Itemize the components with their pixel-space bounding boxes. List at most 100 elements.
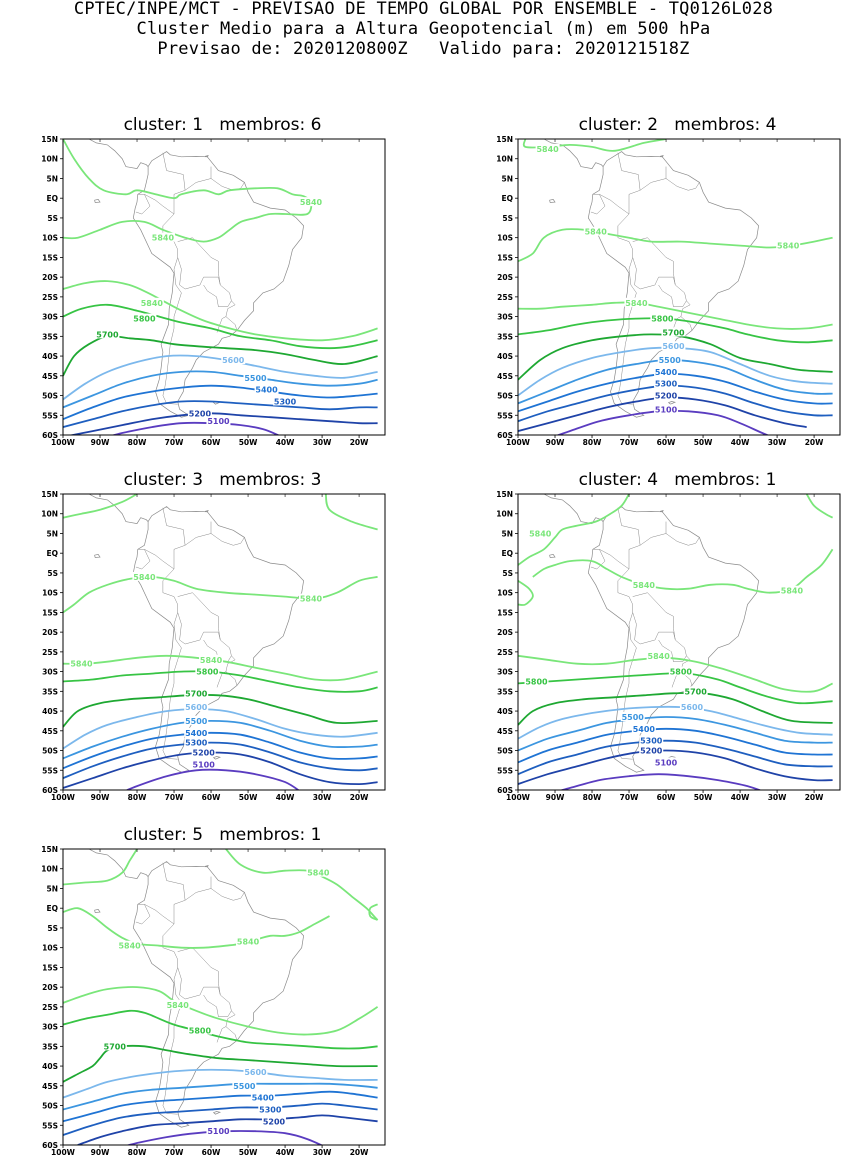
lat-tick-label: 10N — [41, 510, 58, 519]
contour-label-5100: 5100 — [655, 758, 678, 767]
country-border — [617, 624, 637, 760]
contour-line-5200 — [77, 1114, 378, 1145]
lat-tick-label: 5N — [502, 174, 514, 183]
contour-line-5840 — [518, 301, 833, 330]
country-border — [203, 994, 232, 1017]
lon-tick-label: 80W — [128, 438, 147, 447]
lon-tick-label: 100W — [506, 438, 531, 447]
contour-line-5840 — [518, 494, 630, 566]
contour-label-bg — [661, 327, 686, 337]
country-border — [137, 152, 186, 215]
contour-label-bg — [243, 372, 268, 382]
map-frame — [62, 138, 386, 436]
contour-line-5400 — [63, 731, 378, 770]
contour-label-bg — [528, 528, 553, 538]
lat-tick-label: 5N — [47, 529, 59, 538]
cluster-4-map: 5840 5840 5840 5840 5800 5800 5700 5600 5500 5400… — [496, 490, 841, 802]
contour-line-5840 — [225, 849, 379, 921]
lat-tick-label: 45S — [42, 727, 58, 736]
country-border — [135, 549, 151, 570]
country-border — [680, 316, 693, 331]
lat-tick-label: 60S — [42, 431, 58, 440]
contour-line-5300 — [63, 400, 378, 428]
contour-label-5840: 5840 — [118, 942, 141, 951]
cluster-5-map: 5840 5840 5840 5840 5800 5700 5600 5500 5400 5300… — [41, 845, 386, 1157]
contour-label-5200: 5200 — [655, 392, 678, 401]
country-border — [665, 521, 700, 546]
lon-tick-label: 90W — [91, 438, 110, 447]
lat-tick-label: 55S — [42, 1121, 58, 1130]
contour-label-5840: 5840 — [200, 656, 223, 665]
contour-label-5600: 5600 — [185, 703, 208, 712]
country-border — [177, 592, 221, 641]
contour-line-5700 — [63, 1044, 378, 1083]
lat-tick-label: 15S — [42, 963, 58, 972]
contour-line-5840 — [518, 580, 534, 606]
contour-label-bg — [243, 1066, 268, 1076]
lat-tick-label: 20S — [497, 273, 513, 282]
contour-label-5300: 5300 — [274, 397, 297, 406]
lon-tick-label: 70W — [165, 793, 184, 802]
contour-label-bg — [668, 666, 693, 676]
lat-tick-label: 5S — [502, 569, 513, 578]
contour-label-bg — [683, 686, 708, 696]
lon-tick-label: 90W — [546, 793, 565, 802]
contour-label-5400: 5400 — [255, 386, 278, 395]
contour-label-bg — [206, 416, 231, 426]
lon-tick-label: 90W — [91, 793, 110, 802]
contour-label-bg — [583, 226, 608, 236]
contour-label-bg — [273, 396, 298, 406]
contour-label-bg — [250, 1092, 275, 1102]
coastline-segment — [94, 909, 101, 913]
cluster-5-panel: cluster: 5 membros: 1 5840 5840 5840 5840 58… — [0, 825, 400, 1165]
coastline-segment — [94, 199, 101, 203]
lat-tick-label: 10N — [496, 155, 513, 164]
country-border — [639, 178, 667, 191]
lat-tick-label: 50S — [42, 1102, 58, 1111]
contour-line-5500 — [63, 1082, 378, 1111]
country-border — [184, 533, 212, 546]
lat-tick-label: 45S — [42, 1082, 58, 1091]
lat-tick-label: 20S — [497, 628, 513, 637]
lon-tick-label: 50W — [239, 793, 258, 802]
contour-label-bg — [631, 723, 656, 733]
lat-tick-label: 50S — [42, 392, 58, 401]
south-america-coastline — [132, 861, 304, 1128]
contour-label-5700: 5700 — [104, 1042, 127, 1051]
country-border — [177, 257, 221, 290]
contour-line-5840 — [324, 494, 378, 531]
coastline-segment — [667, 401, 677, 405]
contour-label-bg — [184, 688, 209, 698]
contour-line-5100 — [110, 421, 280, 435]
contour-label-bg — [69, 658, 94, 668]
country-border — [216, 1010, 236, 1043]
country-border — [665, 166, 700, 191]
contour-label-5800: 5800 — [525, 677, 548, 686]
lon-tick-label: 30W — [313, 438, 332, 447]
contour-line-5700 — [518, 691, 833, 726]
contour-line-5400 — [63, 1090, 378, 1123]
cluster-1-map: 5840 5840 5840 5800 5700 5600 5500 5400 5300 5200… — [41, 135, 386, 447]
coastline-segment — [205, 510, 209, 513]
lat-tick-label: 35S — [497, 332, 513, 341]
lat-tick-label: EQ — [47, 549, 59, 558]
contour-label-bg — [195, 666, 220, 676]
lat-tick-label: 50S — [497, 392, 513, 401]
contour-label-bg — [654, 366, 679, 376]
lon-tick-label: 70W — [620, 793, 639, 802]
lat-tick-label: 15S — [42, 253, 58, 262]
contour-line-5200 — [518, 749, 833, 785]
lat-tick-label: 40S — [42, 707, 58, 716]
contour-label-5840: 5840 — [133, 573, 156, 582]
contour-line-5300 — [518, 739, 833, 776]
contour-label-5600: 5600 — [222, 356, 245, 365]
country-border — [162, 923, 178, 980]
lat-tick-label: 15N — [41, 845, 58, 854]
lat-tick-label: 35S — [42, 332, 58, 341]
cluster-4-panel: cluster: 4 membros: 1 5840 5840 5840 5840 58… — [455, 470, 847, 810]
lon-tick-label: 100W — [51, 1148, 76, 1157]
lat-tick-label: 40S — [497, 707, 513, 716]
country-border — [210, 876, 245, 901]
contour-line-5840 — [63, 907, 330, 949]
contour-line-5200 — [68, 412, 378, 435]
